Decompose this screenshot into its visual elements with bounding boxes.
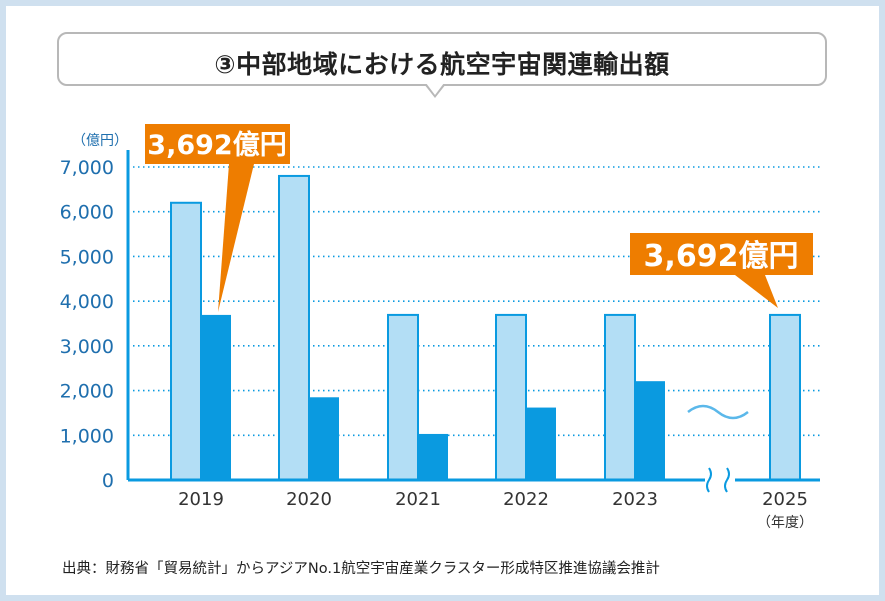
bar-series-1 [170,201,202,481]
y-tick-label: 0 [102,470,114,492]
bar-series-1 [387,313,419,481]
bar-series-2 [201,314,231,480]
callout-label: 3,692億円 [644,239,799,274]
x-tick-label: 2025 [762,489,808,510]
chart-title-box: ③中部地域における航空宇宙関連輸出額 [57,32,827,86]
chart-title: ③中部地域における航空宇宙関連輸出額 [214,50,670,79]
bar-series-1 [769,313,801,481]
x-tick-label: 2023 [612,489,658,510]
y-tick-label: 5,000 [60,246,114,268]
bar-series-2 [635,381,665,480]
y-tick-label: 7,000 [60,157,114,179]
y-tick-label: 4,000 [60,291,114,313]
y-tick-label: 2,000 [60,381,114,403]
x-unit-label: （年度） [757,515,813,531]
x-tick-label: 2019 [178,489,224,510]
axis-break-mark [706,467,712,493]
callout-box [145,124,290,164]
x-tick-label: 2022 [503,489,549,510]
bar-series-1 [495,313,527,481]
source-note: 出典：財務省「貿易統計」からアジアNo.1航空宇宙産業クラスター形成特区推進協議… [62,561,660,577]
axis-break-mark [724,467,730,493]
y-tick-label: 3,000 [60,336,114,358]
x-tick-label: 2021 [395,489,441,510]
bar-series-1 [278,174,310,481]
bar-series-2 [526,407,556,480]
callout-label: 3,692億円 [147,130,286,161]
bar-series-2 [418,433,448,480]
y-tick-label: 6,000 [60,202,114,224]
y-tick-label: 1,000 [60,425,114,447]
title-bubble-tail-inner [426,83,444,95]
y-unit-label: （億円） [72,133,128,149]
bar-series-2 [309,397,339,480]
callout-pointer [735,275,778,308]
callout-box [630,233,813,275]
callout-pointer [218,164,254,312]
bar-series-1 [604,313,636,481]
x-tick-label: 2020 [286,489,332,510]
wave-break-mark [687,404,749,420]
